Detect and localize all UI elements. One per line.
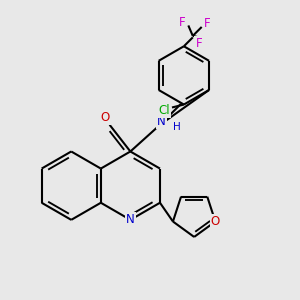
- Text: N: N: [126, 213, 135, 226]
- Text: F: F: [179, 16, 186, 29]
- Text: H: H: [172, 122, 180, 132]
- Text: Cl: Cl: [159, 104, 170, 117]
- Text: O: O: [100, 111, 110, 124]
- Text: F: F: [195, 37, 202, 50]
- Text: O: O: [211, 215, 220, 228]
- Text: F: F: [204, 17, 211, 31]
- Text: N: N: [157, 115, 166, 128]
